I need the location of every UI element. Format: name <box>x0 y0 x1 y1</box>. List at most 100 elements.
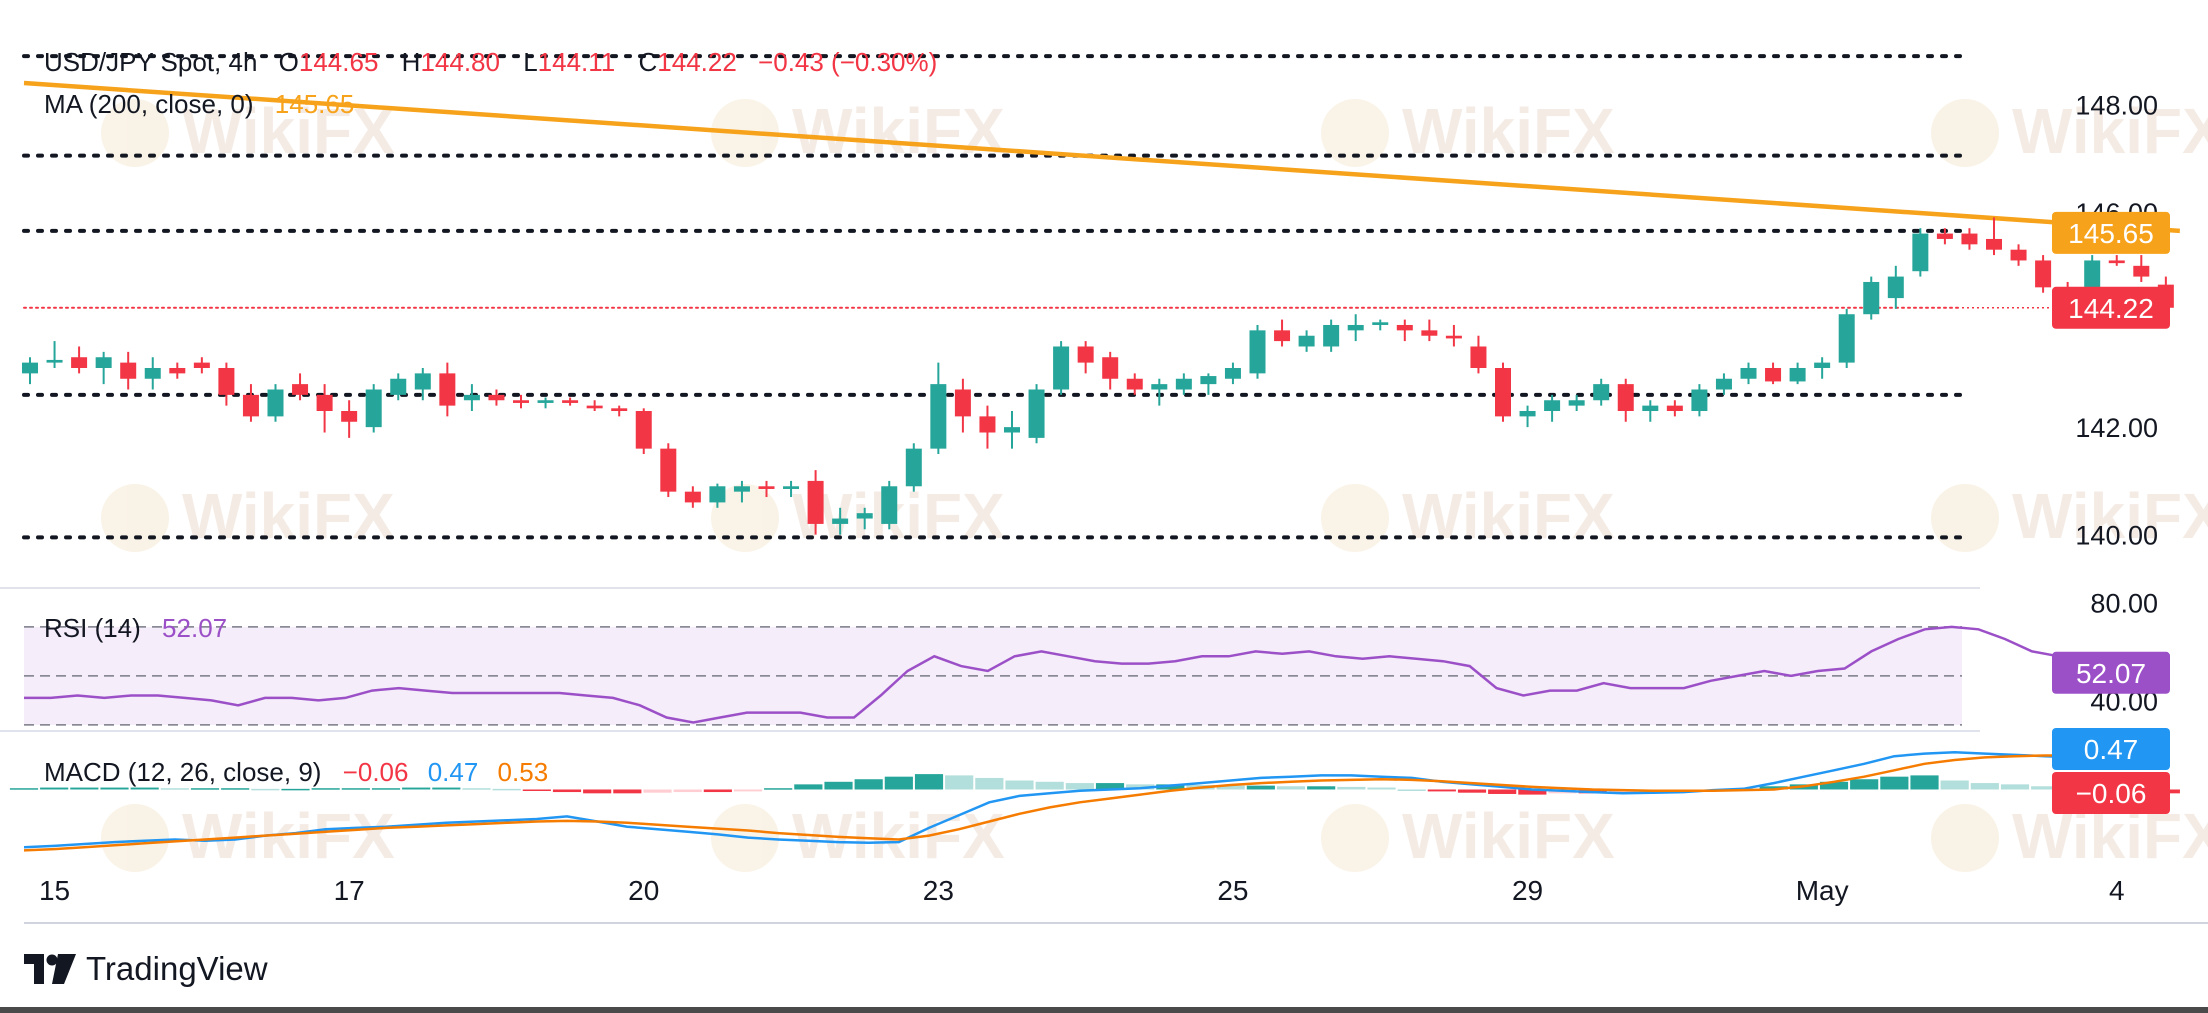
candle[interactable] <box>341 400 358 438</box>
candle-body[interactable] <box>218 367 235 395</box>
candle-body[interactable] <box>856 513 873 519</box>
candle[interactable] <box>513 394 529 409</box>
candle-body[interactable] <box>1445 335 1462 339</box>
candle[interactable] <box>537 397 554 409</box>
candle[interactable] <box>660 443 677 498</box>
candle-body[interactable] <box>1102 357 1119 379</box>
candle[interactable] <box>267 384 284 422</box>
candle[interactable] <box>1151 378 1168 406</box>
candle-body[interactable] <box>513 400 529 403</box>
candle[interactable] <box>1887 265 1904 309</box>
candle[interactable] <box>611 405 628 417</box>
candle[interactable] <box>1372 319 1389 331</box>
candle[interactable] <box>365 384 382 433</box>
candle[interactable] <box>1568 394 1585 412</box>
candle-body[interactable] <box>1077 346 1094 363</box>
candle[interactable] <box>2035 255 2052 293</box>
candle[interactable] <box>1765 362 1782 385</box>
candle-body[interactable] <box>46 359 63 363</box>
candle[interactable] <box>635 408 652 455</box>
candle[interactable] <box>1470 335 1487 374</box>
candle[interactable] <box>881 480 898 530</box>
candle[interactable] <box>1593 378 1610 406</box>
candle[interactable] <box>169 362 186 379</box>
candle-body[interactable] <box>414 373 431 390</box>
candle-body[interactable] <box>562 400 579 403</box>
candle[interactable] <box>1077 341 1094 374</box>
candle-body[interactable] <box>120 362 137 379</box>
candle-body[interactable] <box>660 448 677 492</box>
candle-body[interactable] <box>439 373 456 406</box>
candle[interactable] <box>488 389 505 406</box>
candle-body[interactable] <box>611 408 628 412</box>
candle-body[interactable] <box>1863 281 1880 315</box>
candle-body[interactable] <box>341 411 358 422</box>
candle-body[interactable] <box>1421 330 1438 336</box>
candle[interactable] <box>1789 362 1806 385</box>
candle-body[interactable] <box>1224 367 1241 379</box>
candle-body[interactable] <box>930 384 947 449</box>
rsi-pane[interactable] <box>24 625 2167 726</box>
candle-body[interactable] <box>709 486 726 503</box>
candle[interactable] <box>709 483 726 508</box>
candle-body[interactable] <box>242 394 259 417</box>
candle[interactable] <box>120 351 137 390</box>
candle-body[interactable] <box>1323 324 1340 347</box>
candle[interactable] <box>1274 319 1291 347</box>
candle-body[interactable] <box>95 357 112 368</box>
candle[interactable] <box>856 507 873 530</box>
candle-body[interactable] <box>1617 384 1634 412</box>
candle-body[interactable] <box>1200 376 1217 385</box>
candle-body[interactable] <box>783 486 800 489</box>
candle-body[interactable] <box>22 362 38 374</box>
candle[interactable] <box>1814 357 1831 379</box>
candle-body[interactable] <box>1175 378 1192 390</box>
candle[interactable] <box>1642 400 1659 422</box>
candle-body[interactable] <box>1126 378 1143 390</box>
candle[interactable] <box>979 405 996 449</box>
candle-body[interactable] <box>733 486 750 492</box>
candle-body[interactable] <box>1495 367 1511 417</box>
candle-body[interactable] <box>169 367 186 374</box>
candle[interactable] <box>905 443 922 492</box>
candle[interactable] <box>1396 319 1413 342</box>
candle-body[interactable] <box>1936 233 1953 239</box>
candle-body[interactable] <box>1372 322 1389 325</box>
candle[interactable] <box>1715 373 1732 395</box>
candle[interactable] <box>684 486 701 508</box>
candle-body[interactable] <box>1396 324 1413 331</box>
candle[interactable] <box>316 384 333 433</box>
candle[interactable] <box>1323 319 1340 352</box>
candle[interactable] <box>1666 400 1683 417</box>
macd-pane[interactable] <box>9 751 2180 852</box>
candle[interactable] <box>1838 308 1855 368</box>
candle-body[interactable] <box>390 378 407 395</box>
candle[interactable] <box>1912 228 1929 277</box>
candle[interactable] <box>1126 373 1143 395</box>
candle[interactable] <box>390 373 407 401</box>
candle-body[interactable] <box>2010 249 2027 261</box>
candle-body[interactable] <box>1715 378 1732 390</box>
candle-body[interactable] <box>1666 405 1683 412</box>
candle[interactable] <box>954 378 971 433</box>
candle-body[interactable] <box>2108 260 2125 264</box>
candle-body[interactable] <box>1887 276 1904 299</box>
candle[interactable] <box>22 357 38 385</box>
candle-body[interactable] <box>292 384 309 395</box>
candle[interactable] <box>144 357 161 390</box>
candle[interactable] <box>1200 373 1217 395</box>
candle-body[interactable] <box>684 491 701 503</box>
candle[interactable] <box>1249 324 1266 379</box>
candle-body[interactable] <box>365 389 382 428</box>
candle-body[interactable] <box>1053 346 1070 390</box>
candle-body[interactable] <box>758 486 775 489</box>
candle-body[interactable] <box>267 389 284 417</box>
trading-chart[interactable]: WikiFX WikiFX WikiFX WikiFX WikiFX WikiFX Wiki… <box>0 0 2208 945</box>
candle[interactable] <box>1863 276 1880 320</box>
candle-body[interactable] <box>807 480 824 524</box>
candle-body[interactable] <box>1568 400 1585 406</box>
candle-body[interactable] <box>635 411 652 449</box>
candle[interactable] <box>2108 255 2125 266</box>
candle[interactable] <box>807 470 824 535</box>
